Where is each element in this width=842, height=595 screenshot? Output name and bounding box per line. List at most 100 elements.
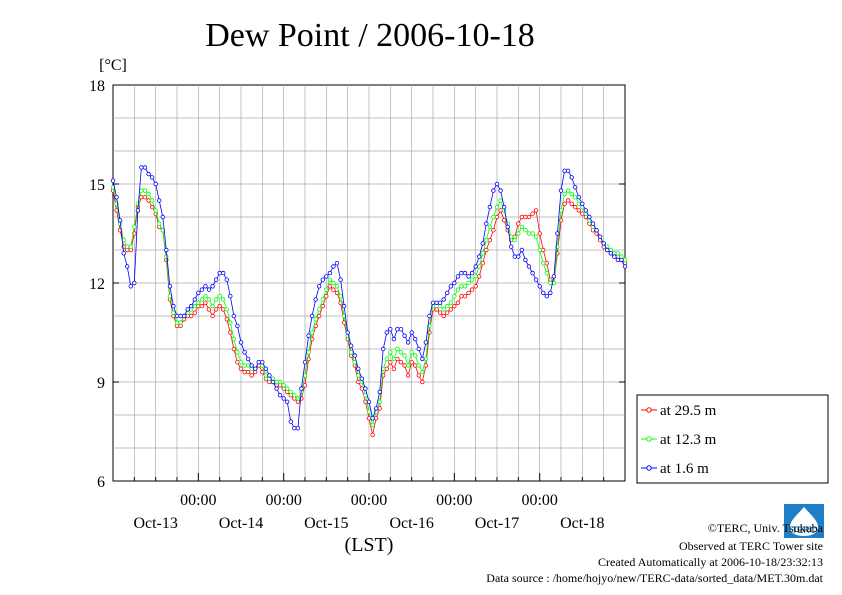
data-point: [295, 426, 301, 431]
y-axis-unit-label: [°C]: [99, 57, 127, 74]
data-point: [519, 224, 525, 230]
y-tick-label: 12: [89, 276, 105, 293]
data-point: [309, 313, 315, 319]
data-point: [135, 201, 141, 206]
data-point: [405, 363, 411, 368]
data-point: [231, 336, 237, 342]
data-point: [541, 247, 546, 253]
data-point: [359, 376, 365, 381]
data-point: [391, 366, 397, 371]
data-point: [178, 313, 183, 319]
data-point: [441, 307, 446, 312]
data-point: [224, 277, 229, 282]
data-point: [605, 247, 610, 253]
data-point: [544, 294, 549, 299]
data-point: [473, 264, 478, 269]
data-point: [619, 257, 624, 263]
series-at-1-6-m: [110, 165, 628, 431]
data-source-text: Data source : /home/hojyo/new/TERC-data/…: [486, 571, 823, 585]
data-point: [220, 297, 226, 302]
data-point: [573, 204, 578, 210]
data-point: [349, 343, 354, 348]
data-point: [398, 360, 404, 365]
data-point: [132, 280, 137, 286]
data-point: [434, 307, 439, 312]
data-point: [277, 393, 283, 398]
x-axis-label: (LST): [345, 534, 394, 556]
data-point: [569, 175, 574, 180]
data-point: [164, 254, 169, 259]
y-tick-label: 9: [97, 375, 105, 392]
data-point: [498, 188, 503, 193]
data-point: [576, 208, 581, 213]
data-point: [213, 277, 219, 282]
data-point: [459, 270, 464, 276]
data-point: [512, 254, 517, 259]
data-point: [192, 297, 197, 302]
data-point: [174, 320, 180, 325]
data-point: [558, 188, 564, 193]
data-point: [469, 287, 475, 292]
data-point: [537, 284, 542, 289]
data-point: [228, 330, 233, 335]
data-point: [156, 198, 162, 203]
data-point: [516, 254, 521, 259]
data-point: [381, 346, 386, 352]
data-point: [213, 307, 219, 312]
data-series: [110, 165, 628, 437]
data-point: [377, 399, 382, 404]
data-point: [622, 257, 628, 263]
legend-label: at 29.5 m: [660, 403, 717, 419]
data-point: [398, 350, 404, 355]
data-point: [295, 396, 301, 401]
data-point: [469, 277, 475, 282]
legend-marker: [646, 407, 652, 413]
legend-label: at 12.3 m: [660, 432, 717, 448]
data-point: [480, 251, 485, 256]
data-point: [555, 231, 560, 236]
data-point: [317, 284, 322, 289]
data-point: [573, 185, 578, 190]
data-point: [238, 366, 244, 371]
data-point: [306, 350, 311, 355]
data-point: [338, 277, 343, 282]
data-point: [420, 369, 425, 375]
x-day-label: Oct-14: [219, 515, 263, 532]
data-point: [338, 294, 343, 299]
data-point: [384, 330, 389, 335]
data-point: [612, 254, 617, 259]
data-point: [334, 261, 340, 266]
data-point: [473, 284, 478, 289]
copyright-text: ©TERC, Univ. Tsukuba: [708, 521, 824, 535]
x-day-label: Oct-17: [475, 515, 519, 532]
data-point: [149, 175, 155, 180]
data-point: [597, 234, 603, 239]
legend-marker: [646, 436, 652, 442]
data-point: [356, 373, 361, 378]
data-point: [523, 257, 528, 263]
legend-marker: [646, 465, 652, 471]
data-point: [178, 320, 183, 325]
data-point: [487, 237, 493, 243]
data-point: [331, 287, 336, 292]
data-point: [541, 261, 546, 266]
data-point: [530, 270, 535, 276]
data-point: [235, 323, 240, 329]
data-point: [594, 227, 599, 233]
data-point: [448, 284, 453, 289]
data-point: [477, 254, 482, 259]
data-point: [334, 284, 340, 289]
data-point: [171, 303, 176, 309]
data-point: [135, 208, 141, 213]
data-point: [292, 426, 297, 431]
data-point: [217, 270, 222, 276]
data-point: [142, 194, 148, 200]
observed-text: Observed at TERC Tower site: [679, 539, 823, 553]
data-point: [523, 214, 528, 220]
data-point: [210, 284, 215, 289]
terc-logo: TERC: [784, 504, 824, 538]
data-point: [427, 330, 432, 335]
data-point: [196, 290, 201, 296]
